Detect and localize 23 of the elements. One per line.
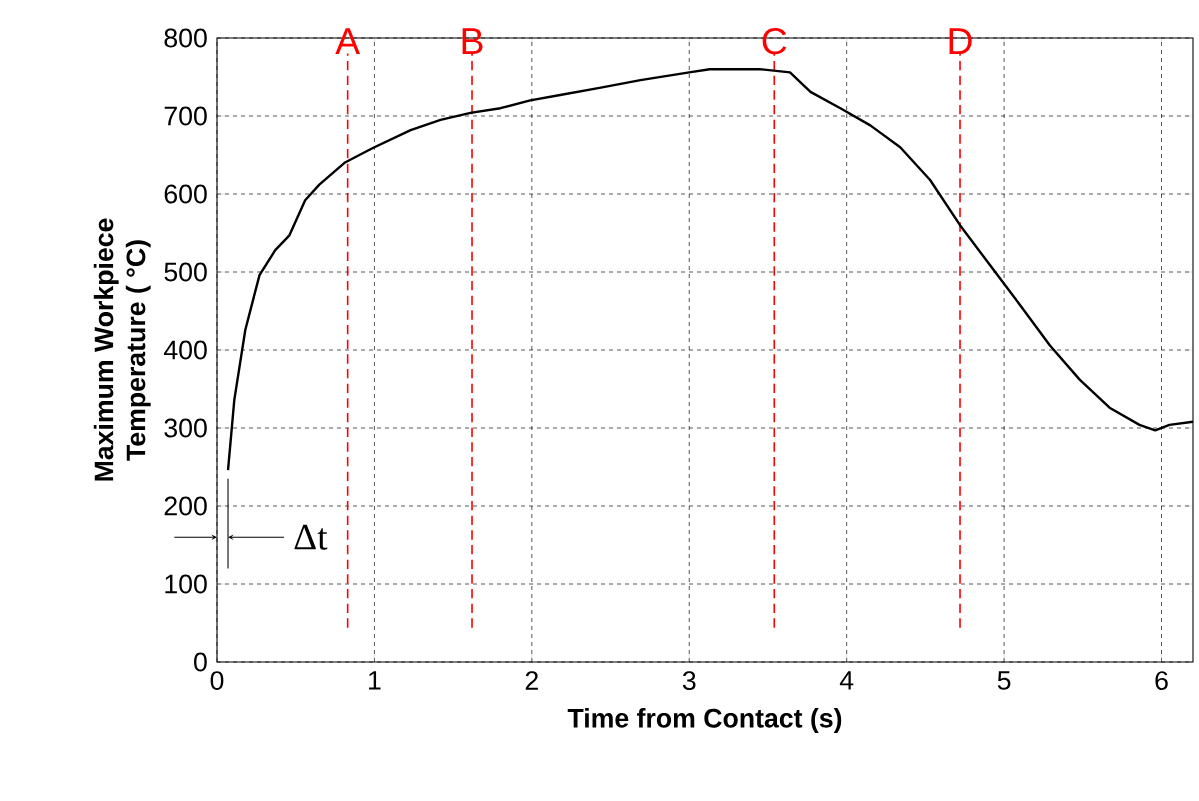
ref-line-label: D	[949, 28, 972, 54]
y-tick-label: 300	[164, 418, 207, 438]
x-tick-label: 5	[997, 671, 1011, 690]
y-tick-label: 600	[164, 184, 207, 204]
y-axis-title: Maximum Workpiece Temperature ( °C)	[93, 218, 151, 481]
y-tick-label: 0	[194, 652, 207, 672]
ref-line-label: A	[335, 28, 361, 54]
ref-line-label: C	[762, 27, 787, 55]
x-tick-label: 3	[682, 671, 696, 691]
ref-line-label: B	[462, 28, 483, 54]
y-tick-label: 400	[163, 340, 207, 360]
y-tick-label: 800	[164, 28, 207, 48]
y-tick-label: 100	[165, 574, 207, 594]
x-tick-label: 2	[525, 671, 538, 690]
y-tick-label: 700	[164, 106, 207, 126]
x-tick-label: 0	[210, 671, 224, 691]
annotation: Δt	[294, 524, 328, 550]
x-axis-title: Time from Contact (s)	[567, 708, 842, 733]
x-tick-label: 4	[839, 671, 854, 690]
x-tick-label: 6	[1155, 671, 1168, 691]
y-tick-label: 200	[164, 496, 207, 516]
y-tick-label: 500	[164, 262, 207, 282]
x-tick-label: 1	[369, 671, 381, 690]
